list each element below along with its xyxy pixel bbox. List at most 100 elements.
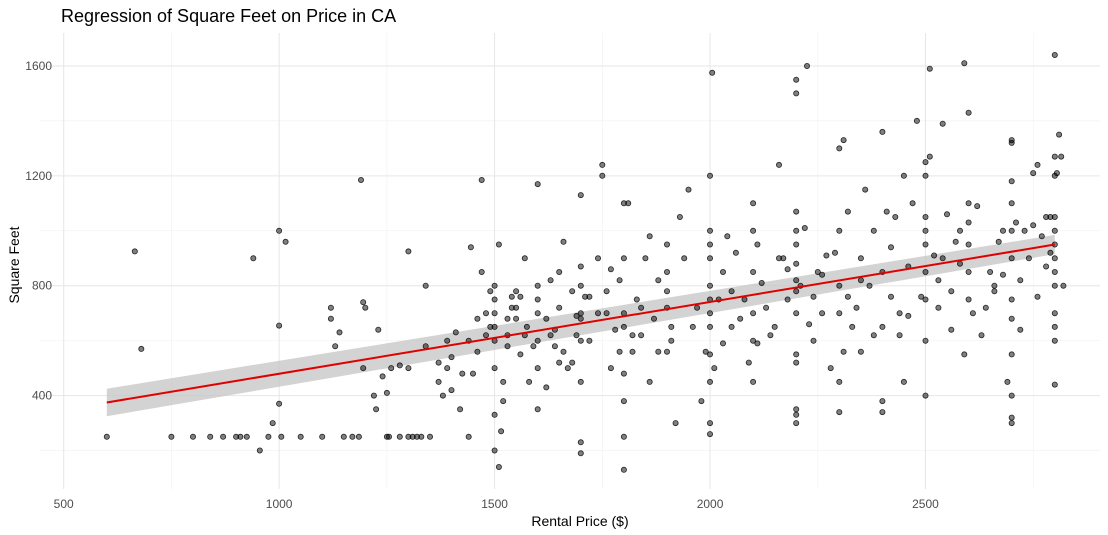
data-point xyxy=(784,296,791,303)
chart-title: Regression of Square Feet on Price in CA xyxy=(61,6,396,26)
data-point xyxy=(1034,293,1041,300)
data-point xyxy=(922,227,929,234)
data-point xyxy=(888,293,895,300)
data-point xyxy=(1008,137,1015,144)
data-point xyxy=(577,337,584,344)
data-point xyxy=(707,310,714,317)
data-point xyxy=(498,428,505,435)
data-point xyxy=(793,359,800,366)
data-point xyxy=(694,304,701,311)
data-point xyxy=(534,282,541,289)
y-tick-label: 800 xyxy=(32,279,52,293)
data-point xyxy=(220,433,227,440)
data-point xyxy=(573,312,580,319)
data-point xyxy=(599,161,606,168)
data-point xyxy=(758,279,765,286)
data-point xyxy=(965,241,972,248)
data-point xyxy=(922,392,929,399)
data-point xyxy=(396,362,403,369)
data-point xyxy=(879,409,886,416)
data-point xyxy=(1060,282,1067,289)
data-point xyxy=(974,203,981,210)
data-point xyxy=(526,378,533,385)
data-point xyxy=(383,389,390,396)
data-point xyxy=(534,406,541,413)
data-point xyxy=(517,351,524,358)
data-point xyxy=(900,378,907,385)
data-point xyxy=(577,282,584,289)
data-point xyxy=(888,244,895,251)
data-point xyxy=(1004,378,1011,385)
data-point xyxy=(957,260,964,267)
data-point xyxy=(388,365,395,372)
data-point xyxy=(276,400,283,407)
data-point xyxy=(629,332,636,339)
data-point xyxy=(349,433,356,440)
data-point xyxy=(340,433,347,440)
data-point xyxy=(513,304,520,311)
data-point xyxy=(355,433,362,440)
data-point xyxy=(474,348,481,355)
data-point xyxy=(265,433,272,440)
data-point xyxy=(638,304,645,311)
data-point xyxy=(793,310,800,317)
data-point xyxy=(814,268,821,275)
data-point xyxy=(728,288,735,295)
data-point xyxy=(547,332,554,339)
data-point xyxy=(1047,249,1054,256)
data-point xyxy=(250,255,257,262)
data-point xyxy=(405,248,412,255)
data-point xyxy=(707,255,714,262)
data-point xyxy=(1051,52,1058,59)
data-point xyxy=(896,310,903,317)
data-point xyxy=(707,323,714,330)
data-point xyxy=(467,244,474,251)
data-point xyxy=(939,120,946,127)
data-point xyxy=(991,282,998,289)
data-point xyxy=(1008,351,1015,358)
regression-line xyxy=(106,243,1055,404)
data-point xyxy=(793,277,800,284)
data-point xyxy=(918,293,925,300)
data-point xyxy=(1008,227,1015,234)
data-point xyxy=(698,398,705,405)
data-point xyxy=(832,249,839,256)
data-point xyxy=(482,332,489,339)
data-point xyxy=(689,323,696,330)
data-point xyxy=(720,268,727,275)
data-point xyxy=(849,323,856,330)
data-point xyxy=(776,255,783,262)
data-point xyxy=(577,192,584,199)
data-point xyxy=(892,213,899,220)
data-point xyxy=(560,238,567,245)
data-point xyxy=(793,90,800,97)
data-point xyxy=(616,348,623,355)
data-point xyxy=(793,420,800,427)
data-point xyxy=(655,348,662,355)
data-point xyxy=(646,233,653,240)
data-point xyxy=(668,337,675,344)
data-point xyxy=(676,213,683,220)
data-point xyxy=(922,159,929,166)
data-point xyxy=(405,365,412,372)
data-point xyxy=(633,296,640,303)
data-point xyxy=(491,323,498,330)
data-point xyxy=(1021,227,1028,234)
data-point xyxy=(939,255,946,262)
data-point xyxy=(827,365,834,372)
y-tick-label: 400 xyxy=(32,389,52,403)
data-point xyxy=(793,351,800,358)
data-point xyxy=(651,315,658,322)
data-point xyxy=(620,398,627,405)
data-point xyxy=(573,332,580,339)
data-point xyxy=(513,315,520,322)
data-point xyxy=(857,348,864,355)
data-point xyxy=(534,296,541,303)
data-point xyxy=(556,268,563,275)
data-point xyxy=(991,288,998,295)
data-point xyxy=(237,433,244,440)
data-point xyxy=(957,227,964,234)
data-point xyxy=(702,348,709,355)
